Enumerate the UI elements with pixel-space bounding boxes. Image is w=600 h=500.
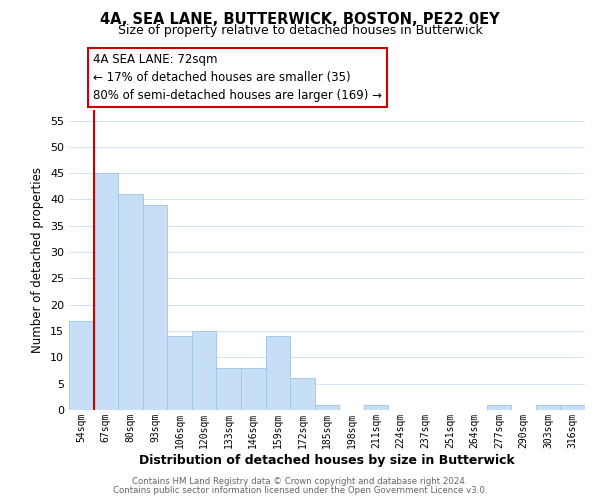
Bar [290, 378, 315, 410]
Bar [266, 336, 290, 410]
Bar [192, 331, 217, 410]
Bar [94, 173, 118, 410]
Bar [487, 404, 511, 410]
X-axis label: Distribution of detached houses by size in Butterwick: Distribution of detached houses by size … [139, 454, 515, 466]
Text: Contains HM Land Registry data © Crown copyright and database right 2024.: Contains HM Land Registry data © Crown c… [132, 477, 468, 486]
Bar [315, 404, 339, 410]
Bar [364, 404, 388, 410]
Bar [560, 404, 585, 410]
Bar [118, 194, 143, 410]
Text: 4A SEA LANE: 72sqm
← 17% of detached houses are smaller (35)
80% of semi-detache: 4A SEA LANE: 72sqm ← 17% of detached hou… [93, 52, 382, 102]
Text: 4A, SEA LANE, BUTTERWICK, BOSTON, PE22 0EY: 4A, SEA LANE, BUTTERWICK, BOSTON, PE22 0… [100, 12, 500, 28]
Bar [536, 404, 560, 410]
Bar [167, 336, 192, 410]
Text: Contains public sector information licensed under the Open Government Licence v3: Contains public sector information licen… [113, 486, 487, 495]
Bar [217, 368, 241, 410]
Bar [143, 204, 167, 410]
Bar [241, 368, 266, 410]
Bar [69, 320, 94, 410]
Text: Size of property relative to detached houses in Butterwick: Size of property relative to detached ho… [118, 24, 482, 37]
Y-axis label: Number of detached properties: Number of detached properties [31, 167, 44, 353]
